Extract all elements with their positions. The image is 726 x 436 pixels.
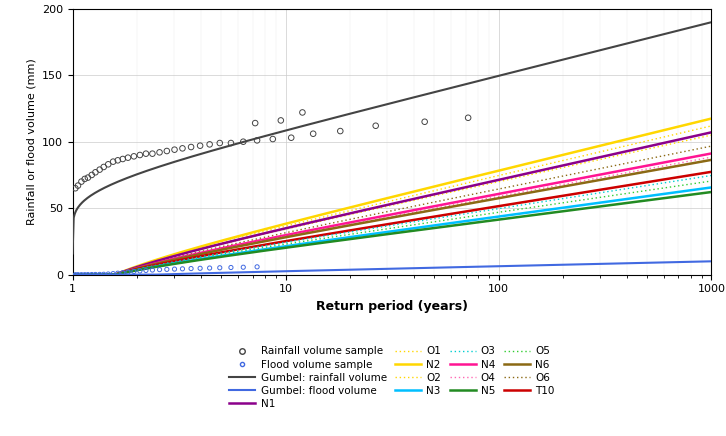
- Point: [214, 264, 226, 271]
- Point: [462, 114, 474, 121]
- Point: [185, 265, 197, 272]
- Point: [112, 157, 123, 164]
- Point: [72, 271, 83, 278]
- Point: [237, 264, 249, 271]
- Point: [185, 143, 197, 150]
- Point: [307, 130, 319, 137]
- Point: [102, 161, 114, 168]
- Point: [117, 269, 129, 276]
- Point: [204, 141, 216, 148]
- Point: [168, 266, 180, 272]
- Point: [117, 156, 129, 163]
- Point: [335, 128, 346, 135]
- Point: [251, 137, 263, 144]
- Point: [128, 268, 139, 275]
- Point: [237, 138, 249, 145]
- Point: [134, 151, 146, 158]
- Point: [86, 171, 97, 178]
- Point: [147, 150, 158, 157]
- Point: [195, 265, 206, 272]
- Point: [140, 267, 152, 274]
- Point: [70, 271, 81, 278]
- Point: [154, 266, 166, 273]
- Point: [128, 153, 139, 160]
- X-axis label: Return period (years): Return period (years): [316, 300, 468, 313]
- Point: [297, 109, 309, 116]
- Point: [98, 164, 110, 170]
- Point: [122, 269, 134, 276]
- Point: [98, 271, 110, 278]
- Point: [275, 117, 287, 124]
- Point: [285, 134, 297, 141]
- Point: [251, 263, 263, 270]
- Point: [72, 182, 83, 189]
- Point: [86, 271, 97, 278]
- Point: [204, 265, 216, 272]
- Point: [89, 169, 101, 176]
- Point: [82, 271, 94, 278]
- Point: [214, 140, 226, 146]
- Point: [79, 175, 91, 182]
- Point: [370, 122, 381, 129]
- Point: [122, 154, 134, 161]
- Point: [419, 118, 431, 125]
- Point: [134, 267, 146, 274]
- Point: [168, 146, 180, 153]
- Point: [161, 147, 173, 154]
- Point: [94, 166, 105, 173]
- Point: [79, 271, 91, 278]
- Point: [176, 145, 188, 152]
- Point: [76, 271, 87, 278]
- Point: [76, 178, 87, 185]
- Point: [225, 264, 237, 271]
- Point: [70, 185, 81, 192]
- Point: [89, 271, 101, 278]
- Point: [94, 271, 105, 278]
- Point: [147, 266, 158, 273]
- Point: [154, 149, 166, 156]
- Point: [107, 270, 119, 277]
- Y-axis label: Rainfall or flood volume (mm): Rainfall or flood volume (mm): [26, 58, 36, 225]
- Point: [82, 174, 94, 181]
- Point: [249, 119, 261, 126]
- Point: [161, 266, 173, 273]
- Point: [176, 266, 188, 272]
- Point: [195, 142, 206, 149]
- Point: [112, 270, 123, 277]
- Point: [225, 140, 237, 146]
- Point: [107, 158, 119, 165]
- Point: [140, 150, 152, 157]
- Point: [267, 136, 279, 143]
- Legend: Rainfall volume sample, Flood volume sample, Gumbel: rainfall volume, Gumbel: fl: Rainfall volume sample, Flood volume sam…: [229, 346, 555, 409]
- Point: [102, 270, 114, 277]
